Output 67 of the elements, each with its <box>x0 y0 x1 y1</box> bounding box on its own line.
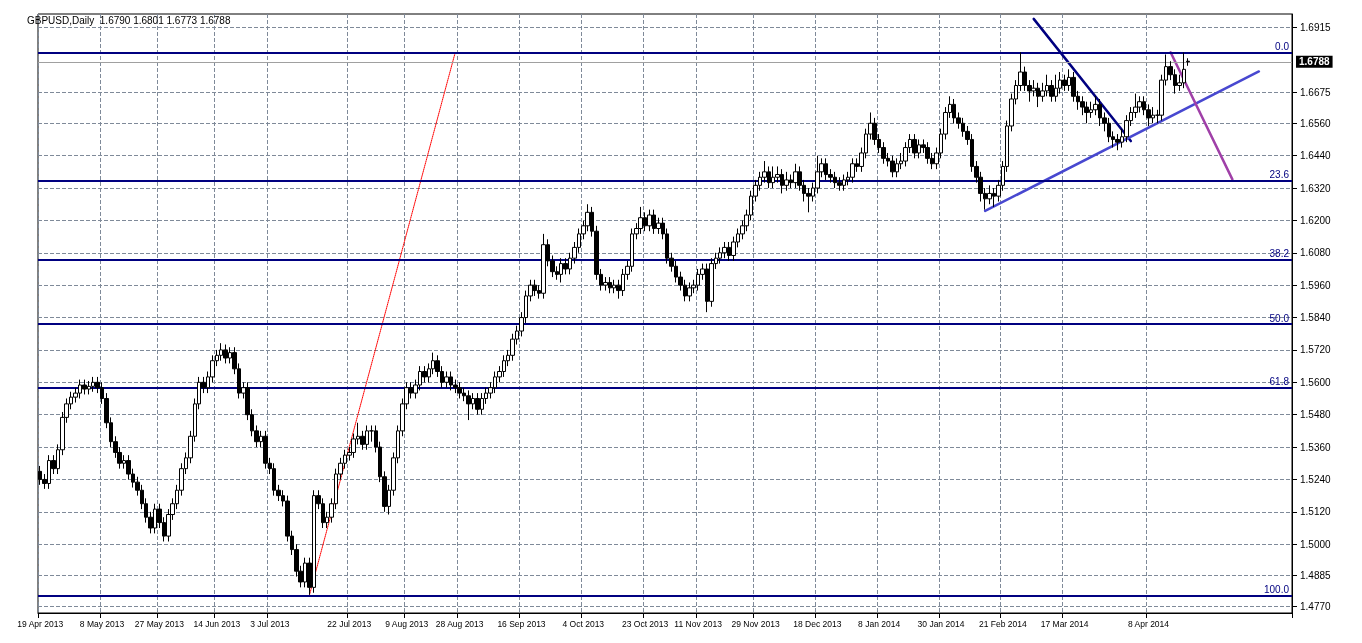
x-tick-label: 23 Oct 2013 <box>621 618 669 629</box>
y-tick-label: 1.5600 <box>1300 376 1332 388</box>
x-tick-label: 4 Oct 2013 <box>562 618 605 629</box>
y-tick-label: 1.6560 <box>1300 117 1332 129</box>
x-tick-label: 30 Jan 2014 <box>917 618 965 629</box>
candlestick <box>784 171 789 192</box>
y-tick-label: 1.5960 <box>1300 279 1332 291</box>
annotation: 100.0 <box>1263 583 1290 595</box>
y-tick-label: 1.4885 <box>1300 569 1332 581</box>
candlestick <box>638 206 643 235</box>
candlestick <box>532 279 537 297</box>
y-tick-label: 1.4770 <box>1300 600 1332 612</box>
y-tick-label: 1.5000 <box>1300 538 1332 550</box>
x-tick-label: 17 Mar 2014 <box>1040 618 1089 629</box>
candlestick <box>223 344 228 364</box>
x-tick-label: 11 Nov 2013 <box>674 618 723 629</box>
candlestick <box>912 133 917 159</box>
candlestick <box>541 233 546 300</box>
x-tick-label: 9 Aug 2013 <box>385 618 429 629</box>
y-tick-label: 1.5240 <box>1300 473 1332 485</box>
annotation: 61.8 <box>1269 376 1290 388</box>
y-tick-label: 1.6440 <box>1300 150 1332 162</box>
y-tick-label: 1.6200 <box>1300 214 1332 226</box>
y-tick-label: 1.6080 <box>1300 247 1332 259</box>
candlestick <box>925 141 930 165</box>
annotation: 38.2 <box>1269 248 1290 260</box>
x-tick-label: 3 Jul 2013 <box>250 618 290 629</box>
candlestick <box>890 155 895 178</box>
annotation: 0.0 <box>1275 40 1290 52</box>
x-tick-label: 27 May 2013 <box>134 618 185 629</box>
x-tick-label: 21 Feb 2014 <box>978 618 1027 629</box>
y-tick-label: 1.5480 <box>1300 409 1332 421</box>
annotation: 50.0 <box>1269 312 1290 324</box>
candlestick <box>263 430 268 470</box>
y-tick-label: 1.5120 <box>1300 506 1332 518</box>
candlestick <box>1049 79 1054 103</box>
y-tick-label: 1.6675 <box>1300 86 1332 98</box>
x-tick-label: 28 Aug 2013 <box>435 618 484 629</box>
x-tick-label: 18 Dec 2013 <box>793 618 842 629</box>
candlestick <box>709 257 714 308</box>
candlestick <box>1115 133 1120 151</box>
x-tick-label: 16 Sep 2013 <box>497 618 546 629</box>
y-tick-label: 1.6320 <box>1300 182 1332 194</box>
ref-line-label: 1.6788 <box>1299 56 1331 68</box>
x-tick-label: 8 Apr 2014 <box>1127 618 1170 629</box>
candlestick <box>82 379 87 395</box>
y-tick-label: 1.5720 <box>1300 344 1332 356</box>
x-tick-label: 22 Jul 2013 <box>327 618 372 629</box>
x-tick-label: 8 Jan 2014 <box>858 618 901 629</box>
candlestick <box>687 281 692 302</box>
annotation: 23.6 <box>1269 168 1290 180</box>
x-tick-label: 19 Apr 2013 <box>17 618 64 629</box>
candlestick <box>475 392 480 416</box>
x-tick-label: 29 Nov 2013 <box>731 618 780 629</box>
candlestick <box>850 157 855 184</box>
candlestick <box>1186 57 1190 67</box>
candlestick <box>793 163 798 189</box>
y-tick-label: 1.6915 <box>1300 21 1332 33</box>
candlestick <box>647 209 652 232</box>
x-tick-label: 8 May 2013 <box>79 618 125 629</box>
candlestick <box>837 176 842 192</box>
x-tick-label: 14 Jun 2013 <box>193 618 241 629</box>
y-tick-label: 1.5360 <box>1300 441 1332 453</box>
candlestick <box>457 381 462 399</box>
candlestick <box>466 389 471 421</box>
y-tick-label: 1.5840 <box>1300 312 1332 324</box>
chart-title: GBPUSD,Daily 1.6790 1.6801 1.6773 1.6788 <box>27 14 231 26</box>
